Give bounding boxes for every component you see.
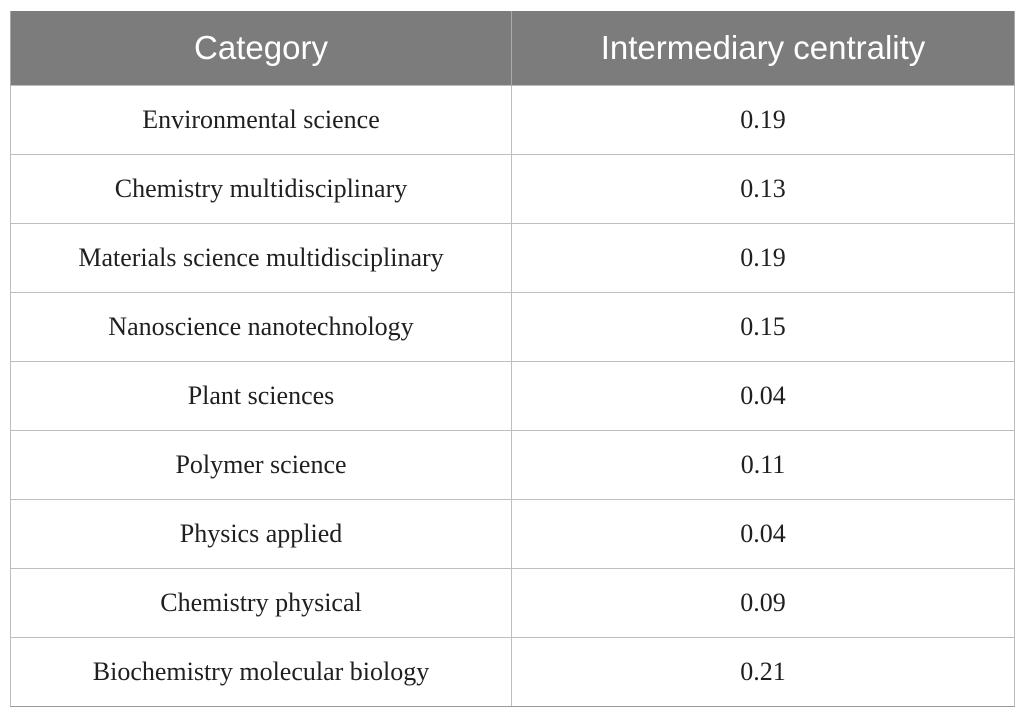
cell-category: Plant sciences: [10, 361, 512, 431]
cell-centrality: 0.09: [511, 568, 1015, 638]
cell-centrality: 0.21: [511, 637, 1015, 707]
cell-centrality: 0.04: [511, 499, 1015, 569]
cell-centrality: 0.04: [511, 361, 1015, 431]
table-row: Materials science multidisciplinary 0.19: [10, 223, 1015, 293]
table-row: Plant sciences 0.04: [10, 361, 1015, 431]
table-header: Category Intermediary centrality: [10, 11, 1015, 86]
header-row: Category Intermediary centrality: [10, 11, 1015, 86]
cell-centrality: 0.13: [511, 154, 1015, 224]
data-table-container: Category Intermediary centrality Environ…: [10, 11, 1015, 707]
cell-centrality: 0.11: [511, 430, 1015, 500]
cell-category: Biochemistry molecular biology: [10, 637, 512, 707]
cell-category: Chemistry physical: [10, 568, 512, 638]
table-body: Environmental science 0.19 Chemistry mul…: [10, 85, 1015, 707]
cell-category: Environmental science: [10, 85, 512, 155]
table-row: Polymer science 0.11: [10, 430, 1015, 500]
table-row: Chemistry multidisciplinary 0.13: [10, 154, 1015, 224]
cell-centrality: 0.15: [511, 292, 1015, 362]
table-row: Nanoscience nanotechnology 0.15: [10, 292, 1015, 362]
cell-category: Materials science multidisciplinary: [10, 223, 512, 293]
header-category: Category: [10, 11, 512, 86]
table-row: Environmental science 0.19: [10, 85, 1015, 155]
cell-centrality: 0.19: [511, 223, 1015, 293]
table-row: Physics applied 0.04: [10, 499, 1015, 569]
cell-category: Chemistry multidisciplinary: [10, 154, 512, 224]
cell-centrality: 0.19: [511, 85, 1015, 155]
table-row: Biochemistry molecular biology 0.21: [10, 637, 1015, 707]
header-intermediary-centrality: Intermediary centrality: [511, 11, 1015, 86]
centrality-table: Category Intermediary centrality Environ…: [10, 11, 1015, 707]
table-row: Chemistry physical 0.09: [10, 568, 1015, 638]
cell-category: Nanoscience nanotechnology: [10, 292, 512, 362]
cell-category: Polymer science: [10, 430, 512, 500]
cell-category: Physics applied: [10, 499, 512, 569]
